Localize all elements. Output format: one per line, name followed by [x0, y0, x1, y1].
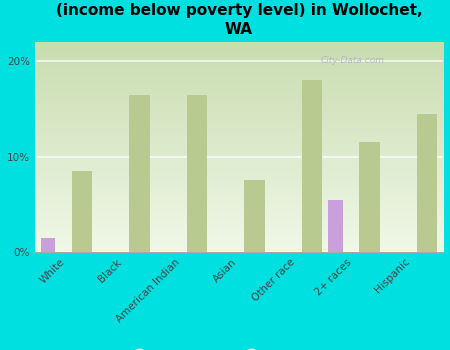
Title: Breakdown of poor residents within races
(income below poverty level) in Wolloch: Breakdown of poor residents within races… [56, 0, 422, 37]
Bar [244, 180, 265, 252]
Bar [360, 142, 379, 252]
Bar [41, 238, 55, 252]
Bar [417, 114, 437, 252]
Legend: Wollochet, Washington: Wollochet, Washington [122, 344, 356, 350]
Bar [302, 80, 322, 252]
Bar [72, 171, 92, 252]
Bar [187, 94, 207, 252]
Text: City-Data.com: City-Data.com [320, 56, 385, 65]
Bar [130, 94, 149, 252]
Bar [328, 199, 343, 252]
